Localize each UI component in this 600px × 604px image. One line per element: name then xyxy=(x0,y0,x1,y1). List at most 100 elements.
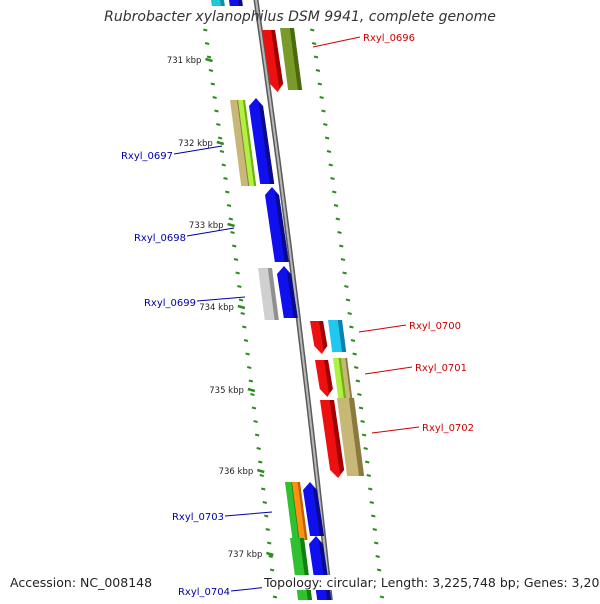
gene-label-rxyl-0701: Rxyl_0701 xyxy=(415,363,467,374)
leader-line-rxyl-0700 xyxy=(358,324,407,333)
gene-rxyl-0700-cyan xyxy=(328,320,347,352)
tick-mark-left xyxy=(217,136,223,140)
tick-mark-left xyxy=(226,204,232,207)
tick-mark-right xyxy=(352,352,357,356)
tick-mark-left xyxy=(219,150,225,153)
gene-olive-0696b xyxy=(280,28,303,90)
tick-mark-right xyxy=(358,406,364,410)
tick-mark-left xyxy=(203,28,208,32)
leader-line-rxyl-0703 xyxy=(224,511,273,517)
tick-mark-left xyxy=(268,555,273,558)
tick-mark-right xyxy=(360,420,365,423)
tick-mark-right xyxy=(364,460,370,464)
tick-mark-left xyxy=(204,42,210,45)
tick-mark-right xyxy=(368,487,373,491)
genome-title: Rubrobacter xylanophilus DSM 9941, compl… xyxy=(104,9,496,25)
kbp-label: 733 kbp xyxy=(189,221,224,231)
tick-mark-right xyxy=(371,514,376,518)
gene-rxyl-0700-red xyxy=(310,321,328,354)
gene-label-rxyl-0704: Rxyl_0704 xyxy=(178,587,230,598)
leader-line-rxyl-0696 xyxy=(312,36,361,48)
tick-mark-right xyxy=(330,177,335,180)
tick-mark-right xyxy=(337,231,342,234)
leader-line-rxyl-0699 xyxy=(196,296,246,302)
kbp-major-tick xyxy=(216,140,225,146)
gene-rxyl-0703-orange xyxy=(292,482,308,540)
tick-mark-left xyxy=(254,433,260,437)
kbp-label: 734 kbp xyxy=(199,303,234,313)
gene-label-rxyl-0702: Rxyl_0702 xyxy=(422,423,474,434)
tick-mark-right xyxy=(333,204,339,207)
tick-mark-right xyxy=(340,258,346,261)
kbp-label: 732 kbp xyxy=(178,139,213,149)
tick-mark-left xyxy=(262,501,268,504)
tick-mark-right xyxy=(369,501,375,504)
gene-rxyl-0701-lime xyxy=(333,358,347,398)
tick-mark-right xyxy=(338,244,344,248)
tick-mark-left xyxy=(240,312,245,315)
tick-mark-left xyxy=(272,595,278,599)
kbp-major-tick xyxy=(237,304,246,310)
topology-text: Topology: circular; Length: 3,225,748 bp… xyxy=(262,575,600,590)
tick-mark-right xyxy=(332,190,337,194)
gene-cyan-top xyxy=(211,0,225,6)
tick-mark-left xyxy=(246,366,252,369)
kbp-label: 735 kbp xyxy=(209,386,244,396)
gene-rxyl-0696 xyxy=(262,30,284,92)
tick-mark-right xyxy=(347,312,352,315)
gene-rxyl-0697-lime xyxy=(238,100,257,186)
gene-rxyl-0699-gray xyxy=(258,268,279,320)
tick-mark-right xyxy=(372,528,377,531)
kbp-label: 731 kbp xyxy=(167,56,202,66)
tick-mark-left xyxy=(265,528,270,531)
leader-line-rxyl-0702 xyxy=(371,426,420,434)
tick-mark-right xyxy=(326,150,332,153)
tick-mark-right xyxy=(376,568,382,572)
kbp-major-tick xyxy=(205,57,213,63)
gene-rxyl-0698 xyxy=(265,187,289,262)
kbp-major-tick xyxy=(256,468,265,474)
tick-mark-left xyxy=(261,487,266,491)
gene-blue-top xyxy=(229,0,243,6)
gene-label-rxyl-0696: Rxyl_0696 xyxy=(363,33,415,44)
tick-mark-right xyxy=(317,82,323,86)
tick-mark-left xyxy=(269,568,275,572)
tick-mark-left xyxy=(235,271,240,275)
tick-mark-left xyxy=(216,123,221,126)
gene-label-rxyl-0703: Rxyl_0703 xyxy=(172,512,224,523)
tick-mark-left xyxy=(223,177,228,180)
tick-mark-right xyxy=(344,285,349,288)
gene-rxyl-0699-blue xyxy=(277,266,298,318)
tick-mark-left xyxy=(206,55,212,59)
tick-mark-right xyxy=(379,595,385,599)
tick-mark-left xyxy=(251,406,257,410)
gene-rxyl-0701-red xyxy=(315,360,333,397)
gene-rxyl-0702-red xyxy=(320,400,345,478)
tick-mark-right xyxy=(353,366,359,369)
tick-mark-left xyxy=(238,298,244,302)
gene-rxyl-0701-tan xyxy=(341,358,353,398)
tick-mark-right xyxy=(323,123,328,126)
tick-mark-left xyxy=(231,244,237,248)
tick-mark-right xyxy=(324,136,330,140)
gene-rxyl-0697-blue xyxy=(249,98,275,184)
gene-label-rxyl-0700: Rxyl_0700 xyxy=(409,321,461,332)
tick-mark-left xyxy=(233,258,239,261)
tick-mark-right xyxy=(361,433,367,437)
tick-mark-left xyxy=(259,474,265,477)
tick-mark-left xyxy=(214,109,219,113)
accession-text: Accession: NC_008148 xyxy=(10,575,153,590)
tick-mark-right xyxy=(310,28,315,32)
tick-mark-right xyxy=(349,325,354,329)
tick-mark-left xyxy=(237,285,242,288)
tick-mark-right xyxy=(375,555,380,558)
leader-line-rxyl-0697 xyxy=(173,145,223,155)
tick-mark-left xyxy=(208,69,214,72)
leader-line-rxyl-0701 xyxy=(364,366,413,375)
tick-mark-left xyxy=(212,96,217,99)
tick-mark-right xyxy=(315,69,321,72)
tick-mark-left xyxy=(266,541,272,545)
tick-mark-left xyxy=(250,393,255,396)
